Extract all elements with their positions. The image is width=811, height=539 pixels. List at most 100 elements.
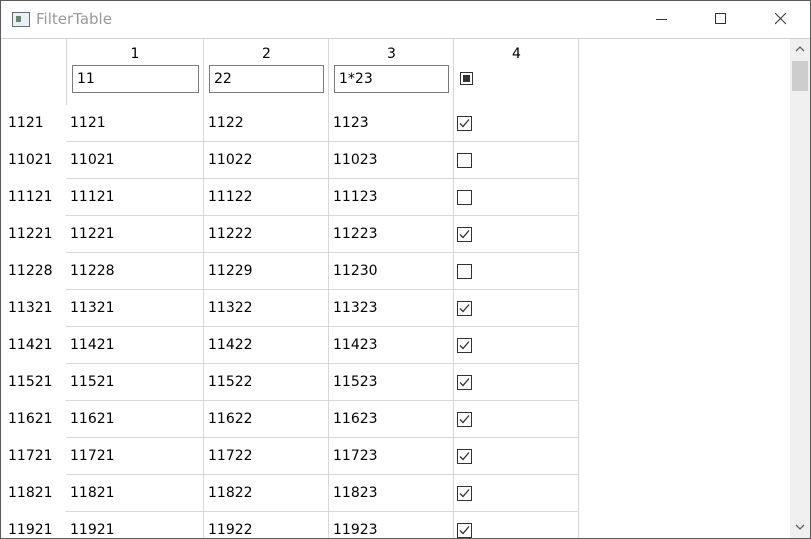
row-header: 11621 — [8, 411, 53, 427]
scrollbar-thumb[interactable] — [792, 61, 808, 91]
table-cell[interactable]: 1122 — [204, 105, 329, 142]
filter-input-col1[interactable] — [72, 65, 199, 93]
filter-checkbox-col4[interactable] — [460, 72, 473, 85]
row-checkbox[interactable] — [457, 412, 472, 427]
minimize-button[interactable] — [639, 1, 685, 38]
table-cell[interactable]: 11222 — [204, 216, 329, 253]
row-checkbox[interactable] — [457, 338, 472, 353]
row-checkbox[interactable] — [457, 486, 472, 501]
row-checkbox[interactable] — [457, 301, 472, 316]
title-bar[interactable]: FilterTable — [1, 1, 810, 38]
row-header: 1121 — [8, 115, 44, 131]
vertical-scrollbar[interactable] — [790, 39, 810, 538]
table-cell[interactable]: 11723 — [329, 438, 454, 475]
table-cell[interactable]: 11923 — [329, 512, 454, 538]
table-cell[interactable]: 11623 — [329, 401, 454, 438]
row-checkbox[interactable] — [457, 449, 472, 464]
table-cell[interactable]: 11722 — [204, 438, 329, 475]
table-cell[interactable]: 11422 — [204, 327, 329, 364]
table-cell[interactable]: 11421 — [66, 327, 204, 364]
checkbox-cell[interactable] — [454, 327, 579, 364]
table-row[interactable]: 11621 11621 11622 11623 — [1, 401, 579, 438]
table-cell[interactable]: 11522 — [204, 364, 329, 401]
row-header: 11821 — [8, 485, 53, 501]
checkbox-cell[interactable] — [454, 401, 579, 438]
table-row[interactable]: 11021 11021 11022 11023 — [1, 142, 579, 179]
row-header: 11321 — [8, 300, 53, 316]
table-cell[interactable]: 1123 — [329, 105, 454, 142]
filter-input-col2[interactable] — [209, 65, 324, 93]
row-checkbox[interactable] — [457, 523, 472, 538]
row-header: 11228 — [8, 263, 53, 279]
table-cell[interactable]: 11523 — [329, 364, 454, 401]
table-cell[interactable]: 11823 — [329, 475, 454, 512]
table-cell[interactable]: 11123 — [329, 179, 454, 216]
checkbox-cell[interactable] — [454, 438, 579, 475]
checkbox-cell[interactable] — [454, 253, 579, 290]
table-cell[interactable]: 11721 — [66, 438, 204, 475]
table-row[interactable]: 11721 11721 11722 11723 — [1, 438, 579, 475]
row-checkbox[interactable] — [457, 190, 472, 205]
column-header-3[interactable]: 3 — [329, 39, 454, 105]
checkbox-cell[interactable] — [454, 364, 579, 401]
checkmark-icon — [459, 341, 470, 350]
checkbox-cell[interactable] — [454, 290, 579, 327]
table-row[interactable]: 11821 11821 11822 11823 — [1, 475, 579, 512]
table-row[interactable]: 11521 11521 11522 11523 — [1, 364, 579, 401]
table-row[interactable]: 1121 1121 1122 1123 — [1, 105, 579, 142]
table-cell[interactable]: 11822 — [204, 475, 329, 512]
row-checkbox[interactable] — [457, 116, 472, 131]
table-cell[interactable]: 11423 — [329, 327, 454, 364]
column-header-4[interactable]: 4 — [454, 39, 579, 105]
checkbox-cell[interactable] — [454, 216, 579, 253]
header-divider — [328, 39, 329, 105]
checkbox-cell[interactable] — [454, 512, 579, 538]
table-cell[interactable]: 11322 — [204, 290, 329, 327]
checkbox-cell[interactable] — [454, 105, 579, 142]
row-checkbox[interactable] — [457, 375, 472, 390]
scroll-up-button[interactable] — [790, 39, 810, 59]
checkbox-cell[interactable] — [454, 179, 579, 216]
table-row[interactable]: 11228 11228 11229 11230 — [1, 253, 579, 290]
close-button[interactable] — [758, 1, 804, 38]
table-row[interactable]: 11421 11421 11422 11423 — [1, 327, 579, 364]
row-checkbox[interactable] — [457, 227, 472, 242]
table-cell[interactable]: 11228 — [66, 253, 204, 290]
table-cell[interactable]: 11221 — [66, 216, 204, 253]
column-header-2[interactable]: 2 — [204, 39, 329, 105]
table-cell[interactable]: 1121 — [66, 105, 204, 142]
table-cell[interactable]: 11229 — [204, 253, 329, 290]
table-cell[interactable]: 11023 — [329, 142, 454, 179]
table-cell[interactable]: 11323 — [329, 290, 454, 327]
checkbox-cell[interactable] — [454, 475, 579, 512]
table-cell[interactable]: 11122 — [204, 179, 329, 216]
table-row[interactable]: 11221 11221 11222 11223 — [1, 216, 579, 253]
table-cell[interactable]: 11021 — [66, 142, 204, 179]
row-checkbox[interactable] — [457, 264, 472, 279]
table-cell[interactable]: 11621 — [66, 401, 204, 438]
table-row[interactable]: 11121 11121 11122 11123 — [1, 179, 579, 216]
column-header-1[interactable]: 1 — [66, 39, 204, 105]
table-cell[interactable]: 11821 — [66, 475, 204, 512]
maximize-button[interactable] — [698, 1, 744, 38]
header-divider — [578, 39, 579, 105]
table-row[interactable]: 11321 11321 11322 11323 — [1, 290, 579, 327]
filter-input-col3[interactable] — [334, 65, 449, 93]
table-cell[interactable]: 11230 — [329, 253, 454, 290]
checkmark-icon — [459, 452, 470, 461]
header-divider — [453, 39, 454, 105]
scroll-down-button[interactable] — [790, 518, 810, 538]
row-checkbox[interactable] — [457, 153, 472, 168]
table-cell[interactable]: 11921 — [66, 512, 204, 538]
table-row[interactable]: 11921 11921 11922 11923 — [1, 512, 579, 538]
checkbox-cell[interactable] — [454, 142, 579, 179]
table-cell[interactable]: 11922 — [204, 512, 329, 538]
row-header: 11021 — [8, 152, 53, 168]
table-cell[interactable]: 11321 — [66, 290, 204, 327]
table-cell[interactable]: 11223 — [329, 216, 454, 253]
table-cell[interactable]: 11121 — [66, 179, 204, 216]
table-cell[interactable]: 11622 — [204, 401, 329, 438]
table-cell[interactable]: 11022 — [204, 142, 329, 179]
table-cell[interactable]: 11521 — [66, 364, 204, 401]
checkmark-icon — [459, 304, 470, 313]
